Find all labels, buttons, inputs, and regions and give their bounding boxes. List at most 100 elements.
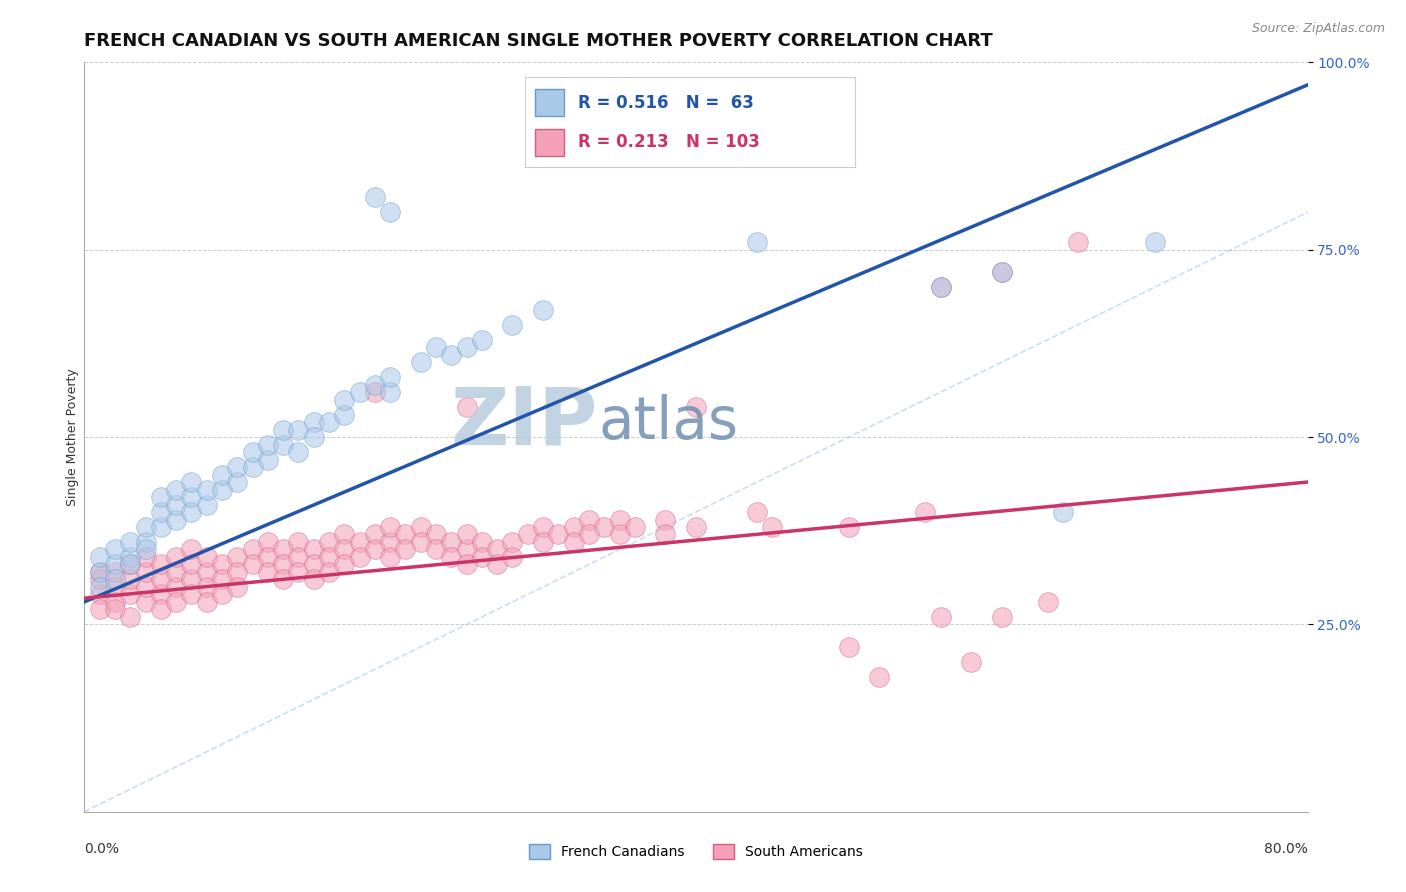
Text: 80.0%: 80.0% — [1264, 842, 1308, 855]
Point — [257, 437, 280, 451]
Point — [149, 573, 172, 587]
Point — [195, 565, 218, 579]
Point — [149, 505, 172, 519]
Point — [838, 640, 860, 654]
Y-axis label: Single Mother Poverty: Single Mother Poverty — [66, 368, 79, 506]
Point — [394, 542, 416, 557]
Point — [364, 385, 387, 400]
Point — [761, 520, 783, 534]
Point — [425, 542, 447, 557]
Point — [211, 483, 233, 497]
Point — [654, 108, 676, 122]
Point — [135, 520, 157, 534]
Point — [502, 535, 524, 549]
Point — [349, 549, 371, 564]
Point — [471, 535, 494, 549]
Legend: French Canadians, South Americans: French Canadians, South Americans — [524, 838, 868, 864]
Point — [1052, 505, 1074, 519]
Point — [456, 542, 478, 557]
Point — [149, 587, 172, 601]
Point — [149, 520, 172, 534]
Point — [257, 535, 280, 549]
Point — [135, 580, 157, 594]
Point — [287, 445, 309, 459]
Point — [440, 535, 463, 549]
Point — [242, 460, 264, 475]
Point — [456, 400, 478, 414]
Point — [531, 535, 554, 549]
Point — [165, 565, 187, 579]
Point — [425, 340, 447, 354]
Point — [165, 512, 187, 526]
Point — [609, 108, 631, 122]
Point — [547, 527, 569, 541]
Point — [135, 595, 157, 609]
Point — [287, 549, 309, 564]
Point — [104, 565, 127, 579]
Point — [89, 565, 111, 579]
Point — [991, 265, 1014, 279]
Point — [180, 573, 202, 587]
Point — [257, 549, 280, 564]
Point — [1067, 235, 1090, 250]
Point — [333, 558, 356, 572]
Point — [531, 302, 554, 317]
Point — [89, 549, 111, 564]
Point — [211, 573, 233, 587]
Point — [195, 549, 218, 564]
Point — [685, 108, 707, 122]
Point — [135, 565, 157, 579]
Point — [180, 475, 202, 489]
Point — [211, 587, 233, 601]
Point — [380, 549, 402, 564]
Point — [531, 520, 554, 534]
Point — [226, 460, 249, 475]
Point — [409, 355, 432, 369]
Point — [333, 527, 356, 541]
Point — [104, 602, 127, 616]
Text: FRENCH CANADIAN VS SOUTH AMERICAN SINGLE MOTHER POVERTY CORRELATION CHART: FRENCH CANADIAN VS SOUTH AMERICAN SINGLE… — [84, 32, 993, 50]
Point — [502, 549, 524, 564]
Point — [165, 580, 187, 594]
Point — [89, 573, 111, 587]
Point — [380, 205, 402, 219]
Point — [89, 565, 111, 579]
Point — [914, 505, 936, 519]
Point — [120, 573, 142, 587]
Point — [960, 655, 983, 669]
Point — [104, 573, 127, 587]
Point — [394, 527, 416, 541]
Point — [669, 108, 692, 122]
Point — [287, 423, 309, 437]
Point — [226, 549, 249, 564]
Point — [211, 467, 233, 482]
Point — [409, 535, 432, 549]
Point — [349, 385, 371, 400]
Point — [456, 527, 478, 541]
Point — [364, 527, 387, 541]
Point — [104, 595, 127, 609]
Point — [180, 505, 202, 519]
Point — [195, 580, 218, 594]
Point — [380, 385, 402, 400]
Point — [654, 512, 676, 526]
Point — [869, 670, 891, 684]
Point — [700, 108, 723, 122]
Point — [609, 512, 631, 526]
Point — [471, 333, 494, 347]
Point — [440, 549, 463, 564]
Point — [271, 573, 294, 587]
Point — [486, 558, 509, 572]
Text: ZIP: ZIP — [451, 383, 598, 461]
Point — [271, 542, 294, 557]
Point — [302, 558, 325, 572]
Point — [271, 558, 294, 572]
Point — [747, 505, 769, 519]
Point — [211, 558, 233, 572]
Point — [333, 392, 356, 407]
Point — [120, 610, 142, 624]
Point — [271, 423, 294, 437]
Point — [120, 558, 142, 572]
Point — [165, 549, 187, 564]
Point — [838, 520, 860, 534]
